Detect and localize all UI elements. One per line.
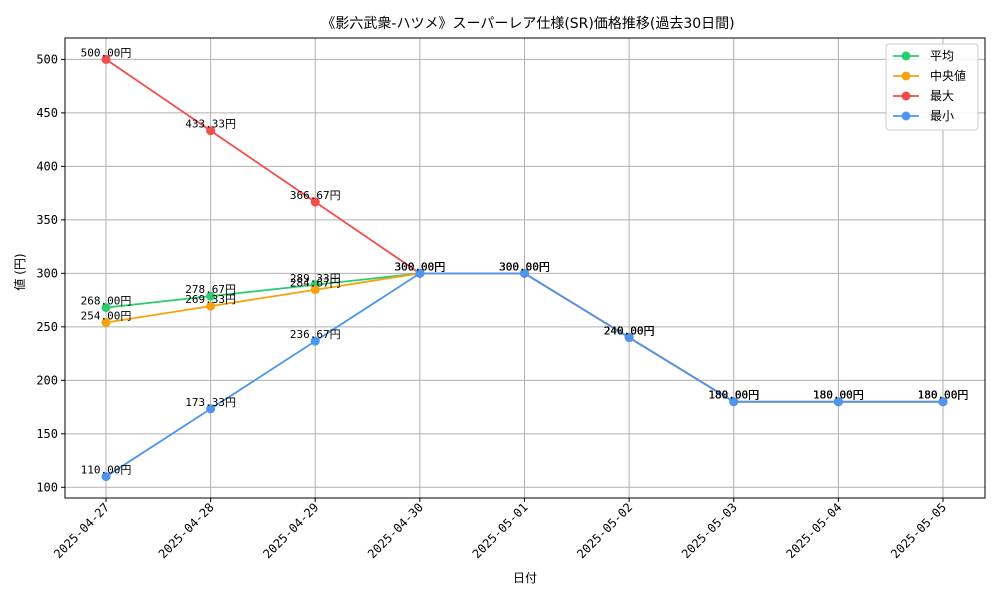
y-tick-label: 500: [36, 52, 58, 66]
data-label: 180.00円: [918, 389, 969, 402]
data-label: 180.00円: [813, 389, 864, 402]
data-label: 289.33円: [290, 272, 341, 285]
data-label: 284.67円: [290, 277, 341, 290]
data-label: 268.00円: [81, 295, 132, 308]
y-tick-label: 250: [36, 320, 58, 334]
data-point: [101, 318, 111, 328]
data-label: 300.00円: [395, 260, 446, 273]
data-point: [729, 397, 739, 407]
data-label: 180.00円: [918, 389, 969, 402]
legend-box: [885, 43, 979, 131]
y-tick-label: 300: [36, 266, 58, 280]
y-tick-label: 100: [36, 480, 58, 494]
data-label: 240.00円: [604, 325, 655, 338]
data-label: 300.00円: [499, 260, 550, 273]
x-axis-ticks: 2025-04-27 2025-04-28 2025-04-29 2025-04-30…: [51, 498, 949, 561]
x-tick-label: 2025-04-29: [260, 500, 321, 561]
data-point: [310, 285, 320, 295]
data-point: [310, 336, 320, 346]
data-label: 180.00円: [813, 389, 864, 402]
x-tick-label: 2025-04-30: [365, 500, 426, 561]
x-tick-label: 2025-05-05: [888, 500, 949, 561]
data-point: [520, 268, 529, 278]
data-label: 300.00円: [499, 260, 550, 273]
data-label: 433.33円: [185, 118, 236, 131]
data-label: 180.00円: [708, 389, 759, 402]
data-point: [101, 303, 111, 313]
data-label: 278.67円: [185, 283, 236, 296]
data-label: 300.00円: [499, 260, 550, 273]
data-label: 500.00円: [81, 46, 132, 59]
data-label: 240.00円: [604, 325, 655, 338]
legend-marker: [901, 91, 911, 101]
data-label: 236.67円: [290, 328, 341, 341]
data-point: [938, 397, 948, 407]
data-point: [101, 472, 111, 482]
y-tick-label: 200: [36, 373, 58, 387]
data-label: 300.00円: [395, 260, 446, 273]
data-point: [833, 397, 843, 407]
data-label: 110.00円: [81, 464, 132, 477]
data-label: 180.00円: [708, 389, 759, 402]
x-tick-label: 2025-05-02: [574, 500, 635, 561]
data-label: 269.33円: [185, 293, 236, 306]
x-tick-label: 2025-05-01: [470, 500, 531, 561]
x-tick-label: 2025-05-04: [784, 500, 845, 561]
data-label: 240.00円: [604, 325, 655, 338]
data-point: [206, 126, 216, 136]
y-tick-label: 450: [36, 106, 58, 120]
legend-label: 中央値: [930, 68, 966, 83]
series-group: [101, 54, 948, 482]
legend-label: 平均: [930, 49, 954, 63]
data-label: 180.00円: [708, 389, 759, 402]
data-label: 366.67円: [290, 189, 341, 202]
data-labels-group: 268.00円 278.67円 289.33円 300.00円 300.00円 240.0…: [81, 46, 969, 476]
y-tick-label: 150: [36, 427, 58, 441]
data-point: [206, 291, 216, 301]
x-tick-label: 2025-04-27: [51, 500, 112, 561]
data-label: 300.00円: [499, 260, 550, 273]
x-tick-label: 2025-05-03: [679, 500, 740, 561]
data-point: [624, 333, 634, 343]
data-label: 240.00円: [604, 325, 655, 338]
data-point: [415, 268, 425, 278]
data-label: 180.00円: [813, 389, 864, 402]
data-point: [206, 404, 216, 414]
chart-title: 《影六武衆-ハツメ》スーパーレア仕様(SR)価格推移(過去30日間): [321, 16, 734, 32]
data-label: 180.00円: [918, 389, 969, 402]
legend-label: 最大: [930, 89, 954, 103]
y-tick-label: 350: [36, 213, 58, 227]
y-axis-label: 値 (円): [12, 253, 27, 290]
data-label: 300.00円: [395, 260, 446, 273]
data-label: 254.00円: [81, 310, 132, 323]
legend-marker: [901, 51, 911, 61]
legend-marker: [901, 71, 911, 81]
data-label: 180.00円: [813, 389, 864, 402]
data-point: [206, 301, 216, 311]
data-label: 180.00円: [918, 389, 969, 402]
data-label: 300.00円: [395, 260, 446, 273]
data-label: 173.33円: [185, 396, 236, 409]
legend-marker: [901, 111, 911, 121]
x-tick-label: 2025-04-28: [156, 500, 217, 561]
y-tick-label: 400: [36, 159, 58, 173]
legend-label: 最小: [930, 109, 954, 123]
x-axis-label: 日付: [513, 571, 537, 585]
data-point: [310, 197, 320, 207]
data-point: [101, 54, 111, 64]
y-axis-ticks: 100 150 200 250 300 350 400 450 500: [36, 52, 65, 494]
data-label: 180.00円: [708, 389, 759, 402]
